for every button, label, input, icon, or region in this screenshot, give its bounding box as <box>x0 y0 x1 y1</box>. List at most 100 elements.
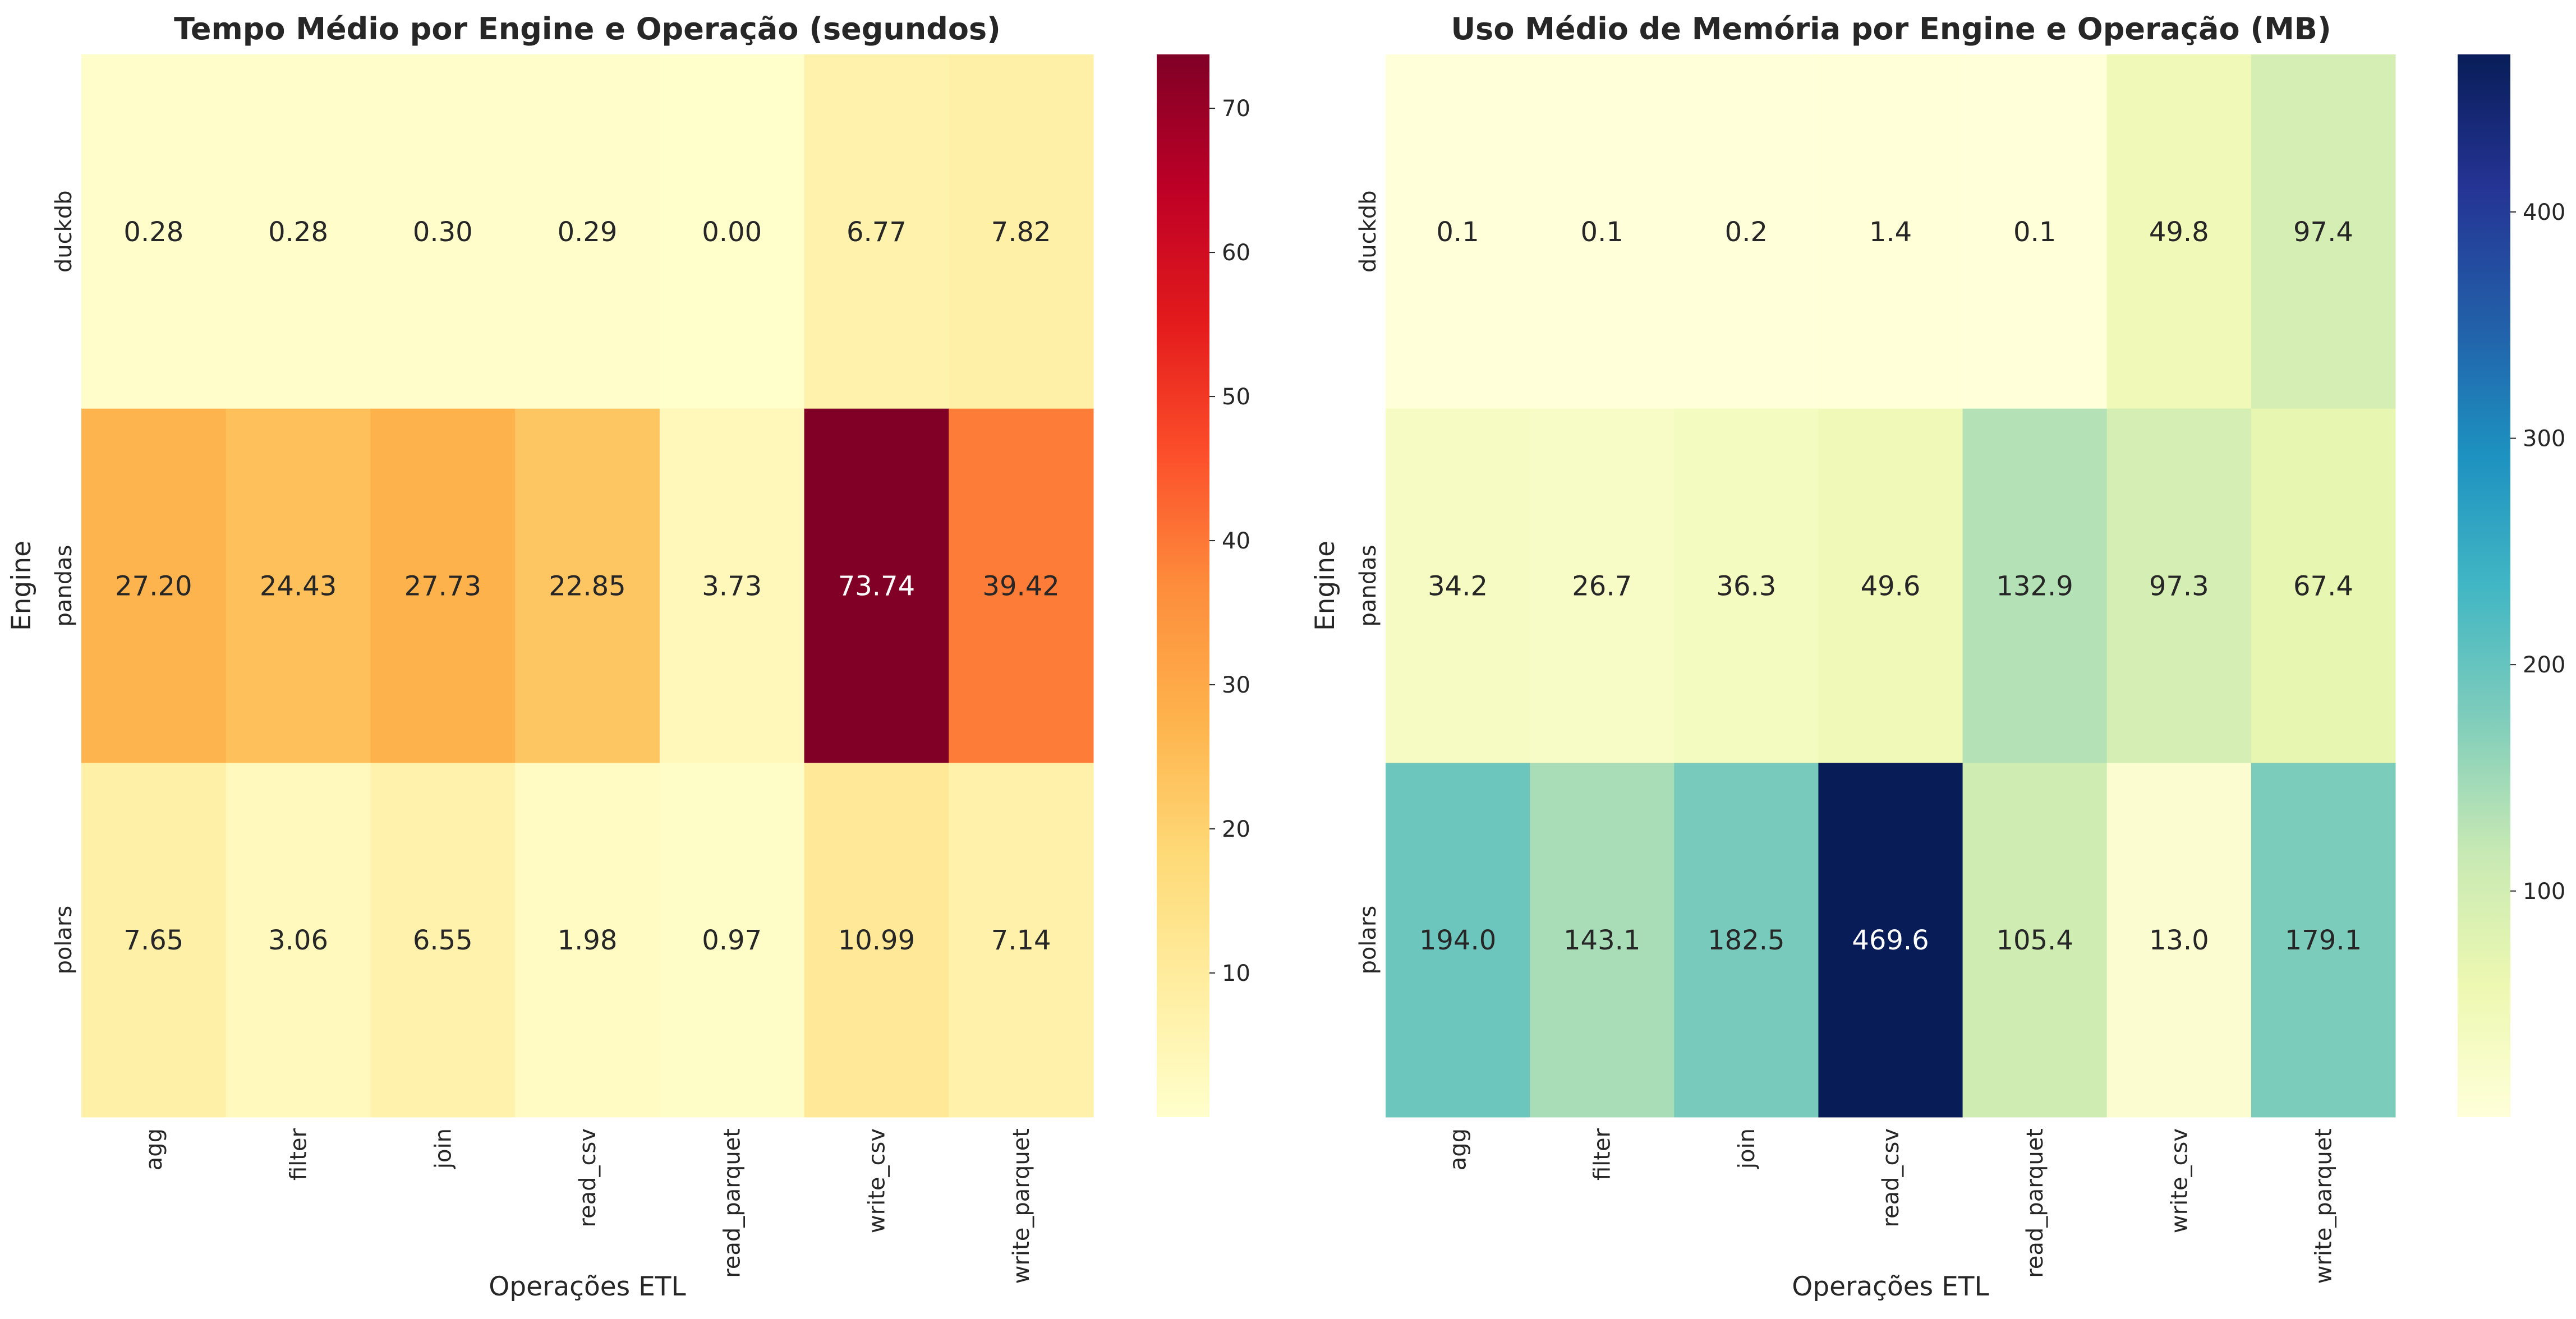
x-tick-label: write_csv <box>2166 1128 2192 1233</box>
cell-value-label: 6.55 <box>413 925 473 956</box>
x-tick-label: write_parquet <box>1009 1128 1034 1284</box>
x-tick-label: filter <box>1590 1128 1616 1180</box>
cell-value-label: 24.43 <box>260 571 337 602</box>
colorbar-tick-label: 10 <box>1222 961 1250 986</box>
x-tick-label: join <box>430 1128 456 1169</box>
cell-value-label: 0.97 <box>702 925 762 956</box>
cell-value-label: 7.65 <box>123 925 183 956</box>
y-tick-label: pandas <box>1355 545 1381 627</box>
cell-value-label: 22.85 <box>549 571 625 602</box>
heatmap-cell <box>949 54 1094 409</box>
heatmap-cell <box>1818 54 1963 409</box>
heatmap-cell <box>949 408 1094 763</box>
x-tick-label: filter <box>286 1128 312 1180</box>
cell-value-label: 67.4 <box>2293 571 2353 602</box>
heatmap-cell <box>226 763 371 1118</box>
heatmap-cell <box>2106 763 2252 1118</box>
heatmap-cell <box>515 54 660 409</box>
x-tick-label: write_parquet <box>2311 1128 2336 1284</box>
cell-value-label: 0.1 <box>2013 216 2056 248</box>
y-tick-label: polars <box>51 906 77 975</box>
heatmap-cell <box>1386 408 1530 763</box>
cell-value-label: 132.9 <box>1996 571 2073 602</box>
heatmap-cell <box>1386 54 1530 409</box>
heatmap-cell <box>1962 408 2108 763</box>
colorbar-tick-label: 20 <box>1222 817 1250 842</box>
heatmap-cell <box>949 763 1094 1118</box>
cell-value-label: 49.8 <box>2149 216 2209 248</box>
cell-value-label: 97.4 <box>2293 216 2353 248</box>
y-axis-label: Engine <box>6 541 37 631</box>
chart-title: Tempo Médio por Engine e Operação (segun… <box>174 11 1001 47</box>
cell-value-label: 3.06 <box>268 925 328 956</box>
x-tick-label: read_csv <box>1878 1128 1904 1228</box>
heatmap-cell <box>370 408 516 763</box>
cell-value-label: 1.4 <box>1869 216 1912 248</box>
x-axis-label: Operações ETL <box>489 1271 686 1302</box>
heatmap-cell <box>2106 408 2252 763</box>
heatmap-cell <box>1962 763 2108 1118</box>
heatmap-cell <box>1674 763 1819 1118</box>
heatmap-cell <box>2251 54 2396 409</box>
colorbar <box>1157 54 1209 1117</box>
heatmap-cell <box>2251 408 2396 763</box>
cell-value-label: 13.0 <box>2149 925 2209 956</box>
heatmap-cell <box>804 54 949 409</box>
heatmap-cell <box>2251 763 2396 1118</box>
cell-value-label: 6.77 <box>847 216 907 248</box>
heatmap-cell <box>1530 408 1675 763</box>
y-tick-label: duckdb <box>1355 190 1381 273</box>
heatmap-cell <box>1818 408 1963 763</box>
x-tick-label: write_csv <box>864 1128 890 1233</box>
heatmap-cell <box>1530 54 1675 409</box>
x-tick-label: agg <box>1446 1128 1471 1170</box>
heatmap-cell <box>226 408 371 763</box>
cell-value-label: 0.2 <box>1725 216 1768 248</box>
cell-value-label: 469.6 <box>1852 925 1929 956</box>
heatmap-cell <box>1386 763 1530 1118</box>
cell-value-label: 0.1 <box>1436 216 1479 248</box>
heatmap-cell <box>659 54 805 409</box>
cell-value-label: 179.1 <box>2285 925 2362 956</box>
colorbar-tick-label: 100 <box>2523 879 2565 905</box>
heatmap-cell <box>81 763 227 1118</box>
colorbar-tick-label: 30 <box>1222 672 1250 698</box>
x-axis-label: Operações ETL <box>1792 1271 1989 1302</box>
colorbar-tick-label: 200 <box>2523 652 2565 678</box>
heatmap-cell <box>1530 763 1675 1118</box>
cell-value-label: 49.6 <box>1861 571 1921 602</box>
cell-value-label: 7.82 <box>991 216 1051 248</box>
heatmap-cell <box>81 54 227 409</box>
x-tick-label: agg <box>141 1128 167 1170</box>
cell-value-label: 39.42 <box>982 571 1059 602</box>
colorbar-tick-label: 60 <box>1222 240 1250 266</box>
heatmap-cell <box>804 763 949 1118</box>
colorbar <box>2458 54 2510 1117</box>
cell-value-label: 0.1 <box>1581 216 1623 248</box>
cell-value-label: 3.73 <box>702 571 762 602</box>
colorbar-tick-label: 300 <box>2523 426 2565 452</box>
y-axis-label: Engine <box>1310 541 1341 631</box>
heatmap-cell <box>1818 763 1963 1118</box>
cell-value-label: 27.73 <box>404 571 481 602</box>
x-tick-label: join <box>1734 1128 1760 1169</box>
y-tick-label: pandas <box>51 545 77 627</box>
cell-value-label: 36.3 <box>1716 571 1776 602</box>
colorbar-tick-label: 40 <box>1222 528 1250 554</box>
heatmap-cell <box>226 54 371 409</box>
heatmap-panel-1: Tempo Médio por Engine e Operação (segun… <box>6 11 1250 1302</box>
colorbar-tick-label: 70 <box>1222 96 1250 122</box>
cell-value-label: 26.7 <box>1572 571 1632 602</box>
heatmap-cell <box>515 763 660 1118</box>
cell-value-label: 97.3 <box>2149 571 2209 602</box>
x-tick-label: read_csv <box>575 1128 601 1228</box>
heatmap-cell <box>659 408 805 763</box>
cell-value-label: 0.28 <box>268 216 328 248</box>
colorbar-tick-label: 400 <box>2523 200 2565 225</box>
colorbar-tick-label: 50 <box>1222 384 1250 410</box>
cell-value-label: 27.20 <box>115 571 192 602</box>
heatmap-cell <box>659 763 805 1118</box>
heatmap-cell <box>370 763 516 1118</box>
cell-value-label: 73.74 <box>838 571 915 602</box>
